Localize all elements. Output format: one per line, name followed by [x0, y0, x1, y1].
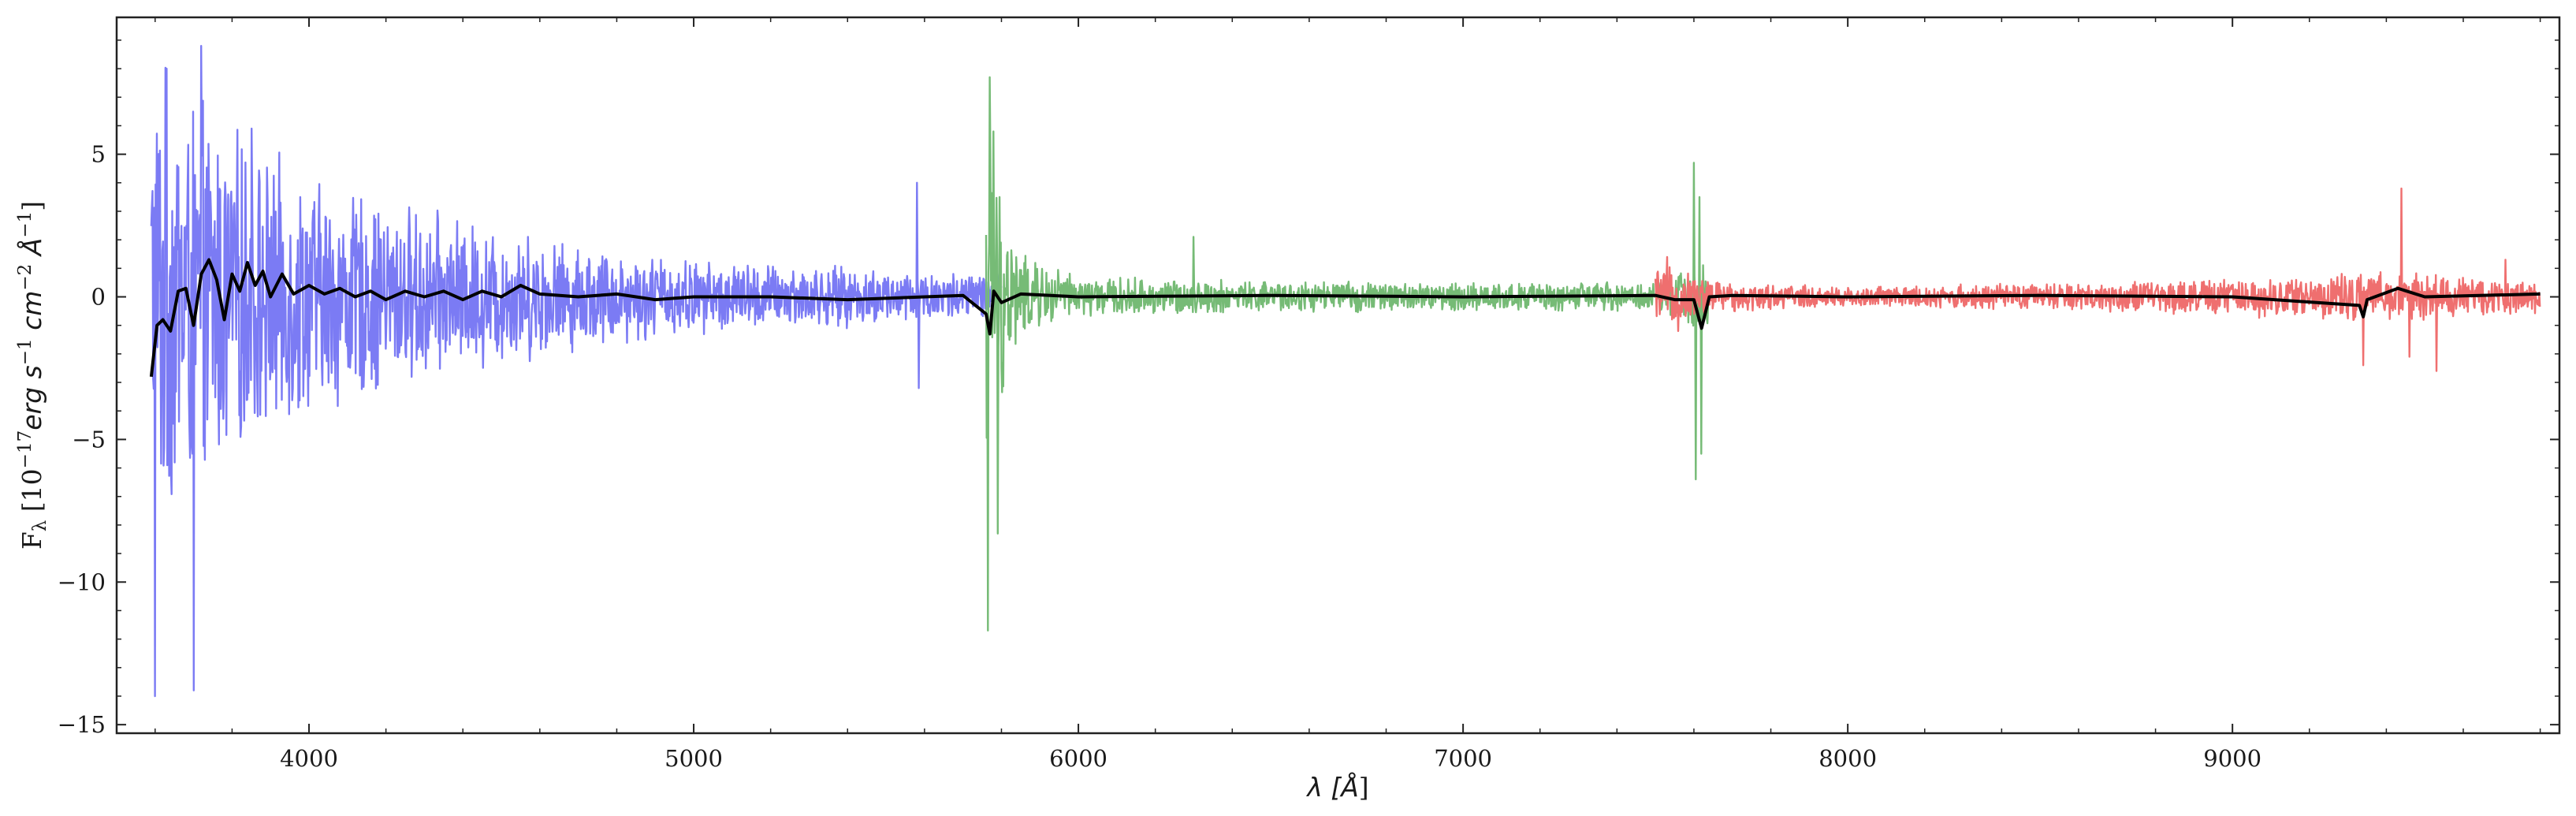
series-layer — [150, 45, 2541, 698]
y-tick-label: 0 — [91, 284, 106, 311]
x-tick-label: 4000 — [280, 745, 338, 772]
x-axis-title: λ [Å] — [1305, 771, 1368, 803]
y-axis-title: Fλ [10−17erg s−1 cm−2 Å−1] — [15, 201, 50, 550]
x-tick-label: 8000 — [1818, 745, 1877, 772]
smoothed-layer — [149, 258, 2541, 378]
y-tick-label: 5 — [91, 141, 106, 168]
spectrum-segment-3 — [1654, 187, 2541, 372]
y-tick-label: −10 — [58, 568, 106, 595]
spectrum-segment-1 — [150, 45, 1003, 698]
spectrum-segment-2 — [985, 76, 1710, 632]
tick-layer — [117, 17, 2559, 733]
plot-frame — [115, 16, 2561, 735]
x-tick-label: 6000 — [1049, 745, 1107, 772]
x-tick-label: 5000 — [664, 745, 723, 772]
x-tick-label: 7000 — [1434, 745, 1492, 772]
y-tick-label: −5 — [72, 426, 106, 453]
smoothed-spectrum-line — [149, 258, 2541, 378]
y-tick-label: −15 — [58, 711, 106, 738]
tick-label-layer: 4000 5000 6000 7000 8000 9000 5 0 −5 −10 −15 — [58, 141, 2261, 772]
x-tick-label: 9000 — [2203, 745, 2261, 772]
